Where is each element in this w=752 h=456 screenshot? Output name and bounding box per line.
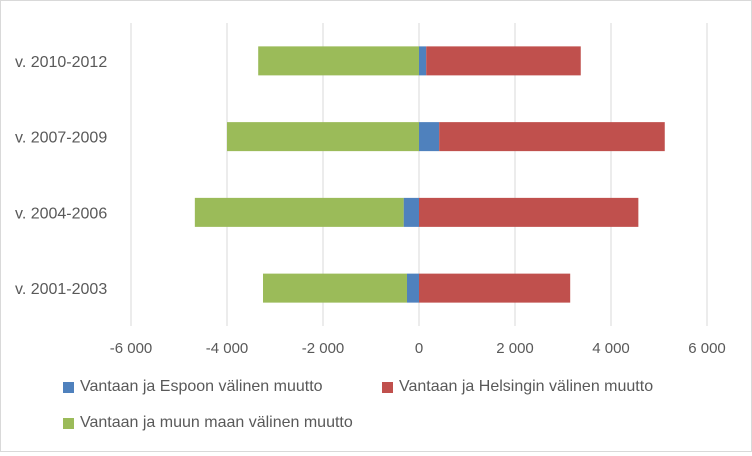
legend-label-espoo: Vantaan ja Espoon välinen muutto (80, 378, 323, 395)
bar-segment (194, 197, 404, 227)
x-tick-label: 6 000 (688, 340, 726, 357)
x-tick-label: -2 000 (302, 340, 345, 357)
bar-segment (419, 122, 440, 152)
x-tick-label: 2 000 (496, 340, 534, 357)
x-tick-label: 0 (415, 340, 423, 357)
legend-item-muu-maa: Vantaan ja muun maan välinen muutto (63, 414, 353, 432)
x-tick-label: 4 000 (592, 340, 630, 357)
y-category-label: v. 2007-2009 (15, 130, 107, 147)
legend-label-helsinki: Vantaan ja Helsingin välinen muutto (399, 378, 654, 395)
bar-segment (263, 273, 407, 303)
legend-item-espoo: Vantaan ja Espoon välinen muutto (63, 378, 323, 396)
bar-segment (407, 273, 419, 303)
bar-segment (258, 46, 419, 76)
bar-segment (403, 197, 419, 227)
legend-label-muu-maa: Vantaan ja muun maan välinen muutto (80, 414, 353, 431)
y-category-label: v. 2010-2012 (15, 54, 107, 71)
x-tick-label: -6 000 (110, 340, 153, 357)
bar-segment (439, 122, 665, 152)
bar-segment (426, 46, 581, 76)
x-tick-label: -4 000 (206, 340, 249, 357)
legend-swatch-helsinki (382, 381, 393, 393)
bar-segment (419, 46, 427, 76)
bar-segment (419, 273, 571, 303)
y-category-label: v. 2004-2006 (15, 205, 107, 222)
legend-swatch-muu-maa (63, 417, 74, 429)
y-category-label: v. 2001-2003 (15, 281, 107, 298)
legend-item-helsinki: Vantaan ja Helsingin välinen muutto (382, 378, 653, 396)
bar-segment (227, 122, 419, 152)
legend-swatch-espoo (63, 381, 74, 393)
bar-segment (419, 197, 639, 227)
